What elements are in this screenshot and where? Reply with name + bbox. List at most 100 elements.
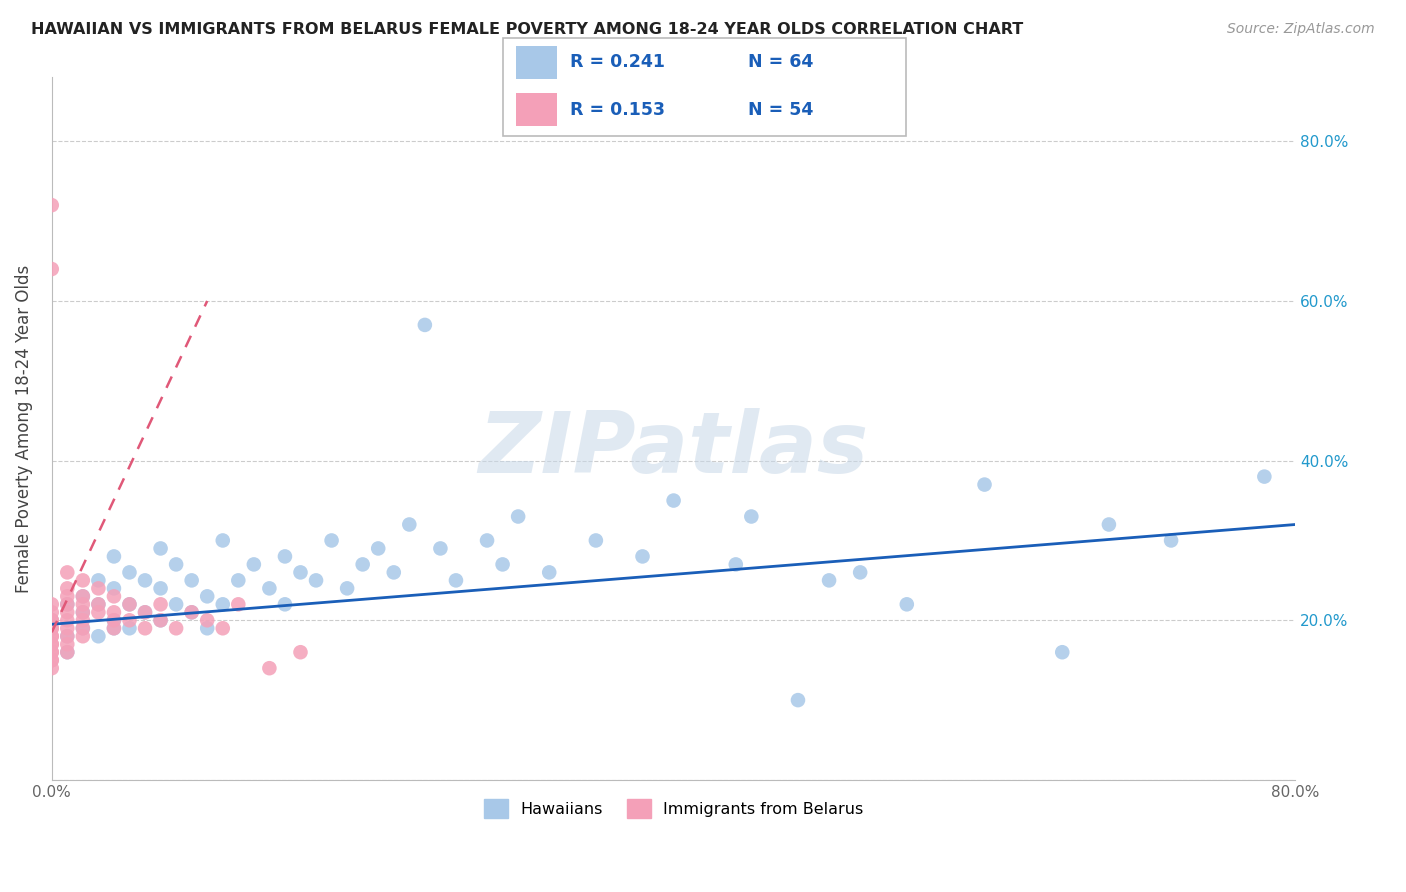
Point (180, 605, 202, 619)
Point (1160, 533, 1182, 548)
Point (103, 613, 125, 627)
Point (56, 597, 79, 611)
Point (475, 533, 498, 548)
Point (538, 566, 561, 580)
Text: Source: ZipAtlas.com: Source: ZipAtlas.com (1227, 22, 1375, 37)
Point (367, 541, 389, 556)
Point (165, 621, 187, 635)
Text: R = 0.241: R = 0.241 (569, 54, 665, 71)
Point (41, 629, 63, 643)
Point (118, 621, 141, 635)
Point (56, 613, 79, 627)
Point (41, 637, 63, 651)
Point (103, 605, 125, 619)
Point (72, 590, 94, 604)
Point (211, 621, 233, 635)
Point (118, 597, 141, 611)
Point (165, 558, 187, 572)
Point (41, 605, 63, 619)
Point (56, 621, 79, 635)
Point (243, 558, 266, 572)
Point (1052, 645, 1074, 659)
Point (336, 582, 359, 596)
Point (149, 613, 172, 627)
Point (41, 613, 63, 627)
Point (180, 574, 202, 588)
Point (195, 613, 218, 627)
Point (56, 629, 79, 643)
Point (118, 566, 141, 580)
Point (72, 590, 94, 604)
Point (41, 198, 63, 212)
Point (41, 661, 63, 675)
Point (41, 621, 63, 635)
Point (259, 661, 281, 675)
Point (41, 613, 63, 627)
Point (508, 509, 530, 524)
Point (740, 509, 762, 524)
Legend: Hawaiians, Immigrants from Belarus: Hawaiians, Immigrants from Belarus (477, 792, 870, 825)
Point (87, 574, 110, 588)
Point (149, 541, 172, 556)
Point (849, 566, 872, 580)
Point (56, 582, 79, 596)
Point (103, 621, 125, 635)
FancyBboxPatch shape (516, 93, 557, 126)
Point (72, 621, 94, 635)
Point (72, 621, 94, 635)
Point (1098, 517, 1121, 532)
Point (56, 645, 79, 659)
Point (72, 605, 94, 619)
Point (321, 533, 343, 548)
Point (41, 597, 63, 611)
Point (290, 645, 312, 659)
Point (118, 613, 141, 627)
Point (103, 613, 125, 627)
Point (631, 549, 654, 564)
Point (662, 493, 685, 508)
Point (149, 597, 172, 611)
Point (444, 574, 467, 588)
Point (259, 582, 281, 596)
Point (896, 597, 918, 611)
Point (195, 590, 218, 604)
Point (87, 582, 110, 596)
Text: HAWAIIAN VS IMMIGRANTS FROM BELARUS FEMALE POVERTY AMONG 18-24 YEAR OLDS CORRELA: HAWAIIAN VS IMMIGRANTS FROM BELARUS FEMA… (31, 22, 1024, 37)
Point (56, 637, 79, 651)
Point (41, 621, 63, 635)
Point (56, 590, 79, 604)
Point (103, 621, 125, 635)
Point (41, 637, 63, 651)
Point (56, 566, 79, 580)
Point (134, 605, 156, 619)
Point (226, 597, 249, 611)
Y-axis label: Female Poverty Among 18-24 Year Olds: Female Poverty Among 18-24 Year Olds (15, 265, 32, 593)
Point (72, 629, 94, 643)
Point (56, 605, 79, 619)
Point (72, 597, 94, 611)
Point (41, 262, 63, 277)
Point (165, 597, 187, 611)
Point (382, 566, 405, 580)
Point (1253, 469, 1275, 483)
Text: R = 0.153: R = 0.153 (569, 101, 665, 119)
Point (41, 653, 63, 667)
Point (149, 582, 172, 596)
Point (87, 597, 110, 611)
Point (87, 629, 110, 643)
Point (41, 613, 63, 627)
Point (352, 558, 374, 572)
Point (398, 517, 420, 532)
Point (41, 653, 63, 667)
Point (134, 605, 156, 619)
Point (290, 566, 312, 580)
Point (87, 605, 110, 619)
Point (818, 574, 841, 588)
Point (195, 621, 218, 635)
Point (103, 549, 125, 564)
Point (211, 597, 233, 611)
Point (118, 597, 141, 611)
FancyBboxPatch shape (516, 46, 557, 78)
Point (41, 645, 63, 659)
Point (72, 613, 94, 627)
